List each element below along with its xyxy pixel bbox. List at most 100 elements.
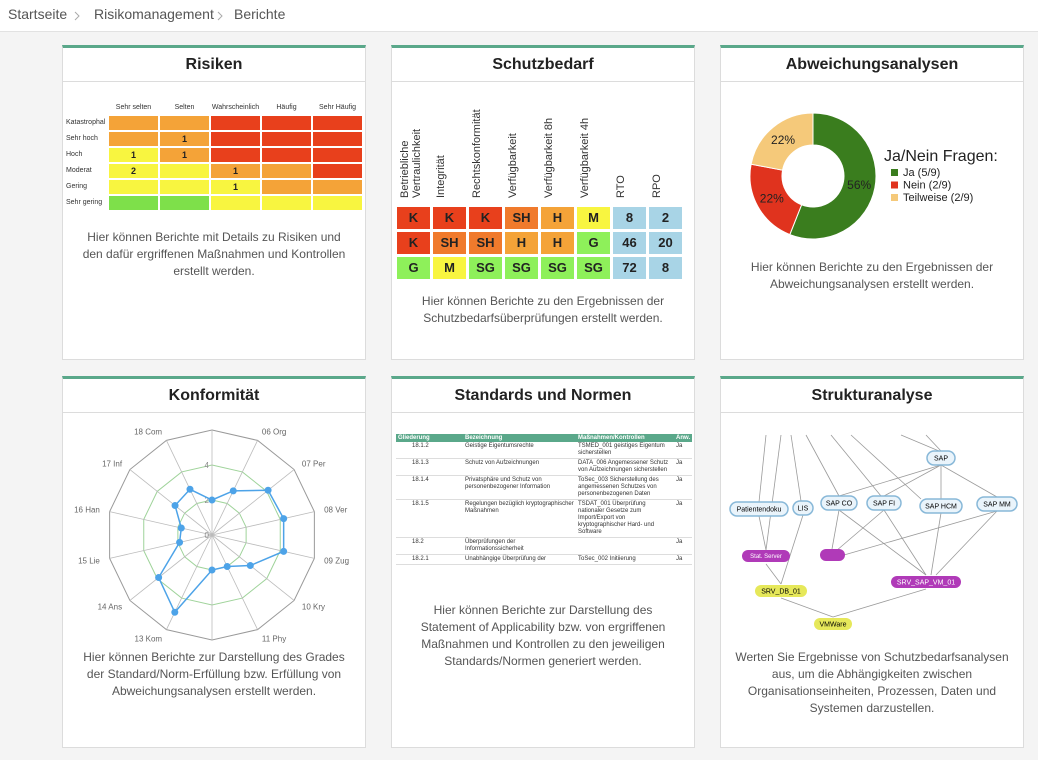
table-cell: Privatsphäre und Schutz von personenbezo…: [463, 475, 576, 500]
risk-cell: [109, 132, 158, 146]
report-card[interactable]: Risiken Hier können Berichte mit Details…: [62, 45, 366, 360]
radar-chart: 06 Org 07 Per 08 Ver 09 Zug 10 Kry 11 Phy 13 K…: [74, 427, 349, 644]
tick-label: 4: [205, 461, 210, 470]
separator: [74, 11, 80, 21]
node-label: LIS: [798, 505, 809, 512]
row-header: Gering: [66, 183, 88, 190]
risk-cell: [211, 196, 260, 210]
donut-chart: 56% 22% 22% Ja/Nein Fragen: Ja (5/9)Nein (2/…: [749, 112, 998, 240]
breadcrumb: Startseite Risikomanagement Berichte: [0, 0, 1038, 32]
risk-cell: 2: [109, 164, 158, 178]
protection-cell: SH: [433, 232, 466, 254]
protection-cell: G: [577, 232, 610, 254]
axis-label: 06 Org: [262, 427, 286, 436]
standards-table: Gliederung Bezeichnung Maßnahmen/Kontrolle…: [396, 434, 692, 565]
node[interactable]: [820, 549, 845, 561]
table-cell: ToSec_002 Initiierung: [576, 554, 674, 565]
protection-cell: K: [397, 207, 430, 229]
protection-cell: 8: [613, 207, 646, 229]
donut-slice: [750, 112, 814, 171]
column-header: Maßnahmen/Kontrollen: [576, 434, 674, 442]
report-card[interactable]: Abweichungsanalysen 56% 22% 22% Ja/Nein Fra…: [720, 45, 1024, 360]
series-point: [280, 547, 288, 555]
risk-cell: [313, 148, 362, 162]
spoke: [129, 469, 213, 536]
node[interactable]: [742, 550, 790, 562]
row-header: Sehr hoch: [66, 135, 98, 142]
protection-cell: M: [577, 207, 610, 229]
report-card[interactable]: Schutzbedarf Hier können Berichte zu den…: [391, 45, 695, 360]
risk-cell: [160, 116, 209, 130]
card-description: Hier können Berichte zu den Ergebnissen …: [421, 294, 665, 325]
risk-cell: 1: [211, 164, 260, 178]
series-point: [208, 566, 216, 574]
legend-swatch: [891, 194, 898, 201]
risk-cell: [109, 196, 158, 210]
risk-cell: [313, 132, 362, 146]
risk-cell: [313, 196, 362, 210]
risk-cell: [211, 132, 260, 146]
column-header: RTO: [615, 175, 627, 198]
axis-label: 14 Ans: [98, 603, 122, 612]
spoke: [211, 534, 315, 559]
node-label: SAP MM: [983, 501, 1011, 508]
spoke: [211, 469, 295, 536]
node[interactable]: [976, 496, 1018, 512]
card-description: Werten Sie Ergebnisse von Schutzbedarfsa…: [735, 650, 1009, 715]
header-row: Gliederung Bezeichnung Maßnahmen/Kontrolle…: [396, 434, 692, 442]
node-label: VMWare: [820, 621, 847, 628]
series-point: [155, 574, 163, 582]
card-title: Standards und Normen: [392, 379, 694, 413]
column-header: Rechtskonformität: [471, 109, 483, 198]
column-header: Bezeichnung: [463, 434, 576, 442]
node[interactable]: [792, 500, 814, 516]
breadcrumb-link[interactable]: Risikomanagement: [94, 6, 214, 22]
breadcrumb-link[interactable]: Startseite: [8, 6, 68, 22]
axis-label: 15 Lie: [78, 557, 100, 566]
risk-count: 1: [130, 150, 136, 160]
node[interactable]: [820, 495, 858, 511]
table-cell: Ja: [674, 499, 692, 538]
card-title: Abweichungsanalysen: [721, 48, 1023, 82]
card-description: Hier können Berichte mit Details zu Risi…: [82, 230, 346, 278]
node-label: SAP FI: [873, 500, 895, 507]
axis-label: 13 Kom: [135, 635, 163, 644]
protection-cell: 20: [649, 232, 682, 254]
protection-cell: SG: [577, 257, 610, 279]
node[interactable]: [891, 576, 961, 588]
table-cell: 18.1.3: [396, 458, 463, 476]
protection-cell: G: [397, 257, 430, 279]
risk-count: 1: [181, 134, 187, 144]
row-header: Hoch: [66, 151, 83, 158]
column-header: Wahrscheinlich: [211, 104, 260, 111]
table-row: 18.1.5 Regelungen bezüglich kryptographis…: [396, 499, 692, 538]
column-header: Selten: [174, 104, 195, 111]
node[interactable]: [814, 618, 852, 630]
report-card[interactable]: Strukturanalyse SAP Patientendoku LIS SA…: [720, 376, 1024, 748]
protection-cell: M: [433, 257, 466, 279]
node[interactable]: [866, 495, 902, 511]
table-row: 18.2 Überprüfungen der Informationssicher…: [396, 537, 692, 555]
node[interactable]: [755, 585, 807, 597]
risk-cell: [313, 116, 362, 130]
node[interactable]: [919, 498, 963, 514]
node[interactable]: [926, 450, 956, 466]
risk-cell: [160, 196, 209, 210]
node-label: SAP: [934, 455, 948, 462]
series-point: [171, 608, 179, 616]
report-card[interactable]: Konformität 06 Org 07 Per 08 Ver 09 Zug 10 K…: [62, 376, 366, 748]
table-row: 18.1.3 Schutz von Aufzeichnungen DATA_006 …: [396, 458, 692, 476]
protection-cell: 46: [613, 232, 646, 254]
axis-label: 09 Zug: [324, 557, 349, 566]
report-card[interactable]: Standards und Normen Gliederung Bezeichnu…: [391, 376, 695, 748]
risk-cell: [109, 116, 158, 130]
node[interactable]: [729, 501, 789, 517]
protection-cell: 8: [649, 257, 682, 279]
table-cell: 18.1.5: [396, 499, 463, 538]
table-cell: [576, 537, 674, 555]
card-description: Hier können Berichte zur Darstellung des…: [420, 603, 666, 668]
row-header: Katastrophal: [66, 119, 106, 126]
series-point: [223, 563, 231, 571]
tick-label: 0: [205, 531, 210, 540]
